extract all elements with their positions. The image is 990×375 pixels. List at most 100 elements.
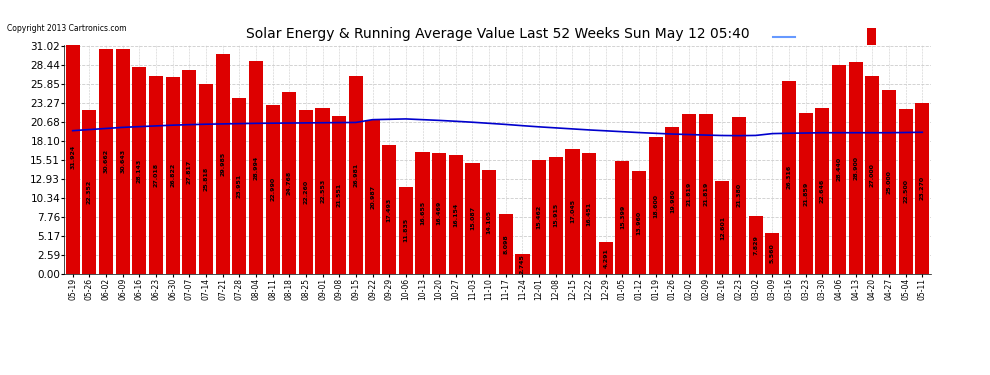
Bar: [832, 65, 846, 274]
Bar: [282, 92, 296, 274]
Text: 30.662: 30.662: [104, 149, 109, 173]
Text: 30.643: 30.643: [120, 149, 125, 173]
Text: 25.818: 25.818: [204, 167, 209, 191]
Bar: [565, 148, 579, 274]
Text: 21.859: 21.859: [803, 182, 808, 206]
Text: 27.018: 27.018: [153, 163, 158, 187]
Bar: [99, 49, 113, 274]
Text: 23.270: 23.270: [920, 176, 925, 201]
Bar: [815, 108, 830, 274]
Text: 22.553: 22.553: [320, 179, 325, 203]
Text: 28.440: 28.440: [837, 158, 842, 182]
Text: 25.000: 25.000: [886, 170, 891, 194]
Text: 28.143: 28.143: [137, 158, 142, 183]
Text: 16.451: 16.451: [587, 201, 592, 225]
Bar: [682, 114, 696, 274]
Bar: [732, 117, 746, 274]
Bar: [82, 110, 96, 274]
Bar: [648, 137, 663, 274]
Text: 22.646: 22.646: [820, 178, 825, 203]
Text: 21.819: 21.819: [686, 182, 692, 206]
Text: 16.469: 16.469: [437, 201, 442, 225]
Text: 16.154: 16.154: [453, 202, 458, 226]
Bar: [165, 77, 180, 274]
Text: 28.994: 28.994: [253, 155, 258, 180]
Bar: [199, 84, 213, 274]
Text: 13.960: 13.960: [637, 210, 642, 235]
Text: 16.655: 16.655: [420, 201, 425, 225]
Bar: [216, 54, 230, 274]
Text: 27.000: 27.000: [870, 163, 875, 187]
Bar: [716, 181, 730, 274]
Bar: [765, 233, 779, 274]
Bar: [182, 70, 196, 274]
Text: 7.829: 7.829: [753, 235, 758, 255]
Bar: [348, 76, 363, 274]
Bar: [548, 157, 563, 274]
Bar: [482, 170, 496, 274]
Bar: [782, 81, 796, 274]
Bar: [699, 114, 713, 274]
Text: 22.990: 22.990: [270, 177, 275, 201]
Text: 22.260: 22.260: [303, 180, 309, 204]
Text: 15.462: 15.462: [537, 205, 542, 229]
Text: 26.316: 26.316: [786, 165, 791, 189]
Bar: [332, 116, 346, 274]
Bar: [632, 171, 646, 274]
Text: 26.981: 26.981: [353, 163, 358, 187]
Text: 15.399: 15.399: [620, 205, 625, 230]
Bar: [748, 216, 762, 274]
Bar: [133, 67, 147, 274]
Bar: [499, 214, 513, 274]
Text: 8.098: 8.098: [503, 234, 508, 254]
Text: Weekly ($): Weekly ($): [877, 32, 929, 41]
Text: Average ($): Average ($): [798, 32, 854, 41]
Text: 19.980: 19.980: [670, 188, 675, 213]
Bar: [665, 127, 679, 274]
Bar: [416, 152, 430, 274]
Text: 23.951: 23.951: [237, 174, 242, 198]
Text: 2.745: 2.745: [520, 254, 525, 274]
Bar: [516, 254, 530, 274]
Text: 27.817: 27.817: [187, 160, 192, 184]
Text: 14.105: 14.105: [487, 210, 492, 234]
Bar: [899, 109, 913, 274]
Bar: [432, 153, 446, 274]
Text: 31.924: 31.924: [70, 144, 75, 169]
Text: 17.045: 17.045: [570, 199, 575, 223]
Bar: [382, 146, 396, 274]
Bar: [148, 75, 163, 274]
Bar: [915, 103, 930, 274]
Text: 26.822: 26.822: [170, 163, 175, 188]
Text: 22.352: 22.352: [87, 180, 92, 204]
Text: 15.915: 15.915: [553, 203, 558, 228]
Bar: [532, 160, 546, 274]
Text: 15.087: 15.087: [470, 206, 475, 231]
Bar: [248, 61, 263, 274]
Bar: [599, 242, 613, 274]
Bar: [882, 90, 896, 274]
Bar: [299, 110, 313, 274]
Text: 21.380: 21.380: [737, 183, 742, 207]
Bar: [799, 113, 813, 274]
Text: 22.500: 22.500: [903, 179, 908, 203]
Text: 28.900: 28.900: [853, 156, 858, 180]
Text: 12.601: 12.601: [720, 216, 725, 240]
Bar: [848, 62, 862, 274]
Bar: [582, 153, 596, 274]
Bar: [465, 163, 479, 274]
Text: 21.551: 21.551: [337, 183, 342, 207]
Bar: [399, 187, 413, 274]
Bar: [316, 108, 330, 274]
Text: 24.768: 24.768: [287, 171, 292, 195]
Text: 5.560: 5.560: [770, 243, 775, 263]
Bar: [265, 105, 279, 274]
Text: 11.835: 11.835: [403, 218, 408, 243]
Text: 20.987: 20.987: [370, 185, 375, 209]
Text: 29.985: 29.985: [220, 152, 225, 176]
Text: 18.600: 18.600: [653, 194, 658, 217]
Bar: [616, 161, 630, 274]
Bar: [365, 120, 379, 274]
Bar: [65, 39, 80, 274]
Bar: [116, 49, 130, 274]
